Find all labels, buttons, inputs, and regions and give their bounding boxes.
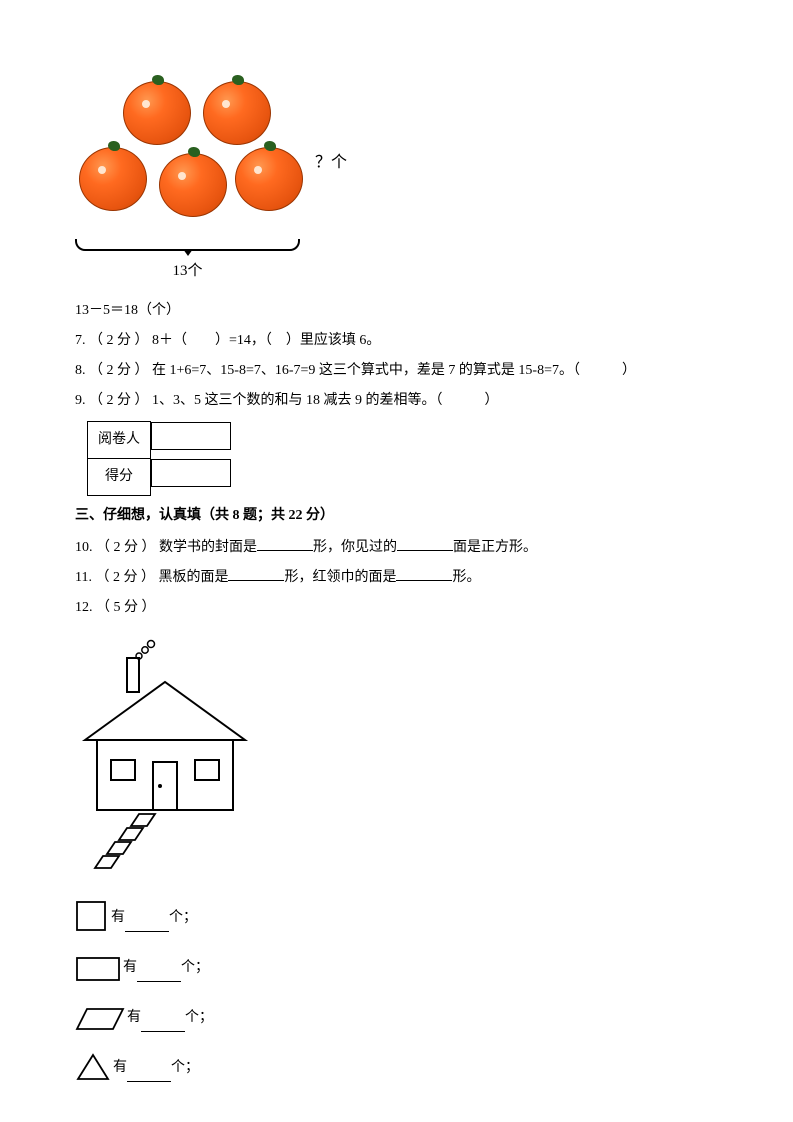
q10-post: 面是正方形。 [453, 540, 537, 555]
table-row: 得分 [88, 459, 232, 496]
orange-3 [79, 147, 147, 211]
square-icon [75, 900, 109, 932]
section-3-heading: 三、仔细想，认真填（共 8 题；共 22 分） [75, 502, 718, 530]
shape-row-triangle: 有 个； [75, 1048, 718, 1082]
question-11: 11. （ 2 分 ） 黑板的面是 形，红领巾的面是 形。 [75, 564, 718, 592]
q11-blank1 [228, 567, 284, 581]
brace-container: 13个 [75, 239, 300, 286]
sq-blank [125, 918, 169, 932]
q11-pre: 11. （ 2 分 ） 黑板的面是 [75, 570, 228, 585]
orange-2 [203, 81, 271, 145]
table-row: 阅卷人 [88, 422, 232, 459]
rect-pre: 有 [123, 954, 137, 982]
q10-blank2 [397, 537, 453, 551]
scorer-row2-label: 得分 [88, 459, 151, 496]
tri-post: 个； [171, 1054, 199, 1082]
orange-5 [235, 147, 303, 211]
para-pre: 有 [127, 1004, 141, 1032]
q10-blank1 [257, 537, 313, 551]
brace-label: 13个 [75, 256, 300, 286]
rect-post: 个； [181, 954, 209, 982]
question-7: 7. （ 2 分 ） 8＋（ ）=14，（ ）里应该填 6。 [75, 327, 718, 355]
q10-pre: 10. （ 2 分 ） 数学书的封面是 [75, 540, 257, 555]
q11-blank2 [396, 567, 452, 581]
tri-blank [127, 1068, 171, 1082]
orange-4 [159, 153, 227, 217]
rect-blank [137, 968, 181, 982]
tri-pre: 有 [113, 1054, 127, 1082]
q11-mid: 形，红领巾的面是 [284, 570, 396, 585]
orange-1 [123, 81, 191, 145]
shape-row-square: 有 个； [75, 898, 718, 932]
scorer-table: 阅卷人 得分 [87, 421, 232, 496]
question-12-label: 12. （ 5 分 ） [75, 594, 718, 622]
rectangle-icon [75, 956, 121, 982]
brace [75, 239, 300, 251]
q11-post: 形。 [452, 570, 480, 585]
parallelogram-icon [75, 1006, 125, 1032]
sq-post: 个； [169, 904, 197, 932]
scorer-row2-value [151, 459, 231, 487]
triangle-icon [75, 1052, 111, 1082]
scorer-row1-value [151, 422, 231, 450]
house-figure [75, 634, 255, 869]
question-10: 10. （ 2 分 ） 数学书的封面是 形，你见过的 面是正方形。 [75, 534, 718, 562]
q10-mid: 形，你见过的 [313, 540, 397, 555]
scorer-row1-label: 阅卷人 [88, 422, 151, 459]
para-blank [141, 1018, 185, 1032]
sq-pre: 有 [111, 904, 125, 932]
q6-equation: 13－5＝18（个） [75, 297, 718, 325]
oranges-figure: ？个 13个 [75, 75, 375, 285]
shape-row-parallelogram: 有 个； [75, 998, 718, 1032]
para-post: 个； [185, 1004, 213, 1032]
question-9: 9. （ 2 分 ） 1、3、5 这三个数的和与 18 减去 9 的差相等。（ … [75, 387, 718, 415]
question-count-label: ？个 [315, 147, 347, 179]
question-8: 8. （ 2 分 ） 在 1+6=7、15-8=7、16-7=9 这三个算式中，… [75, 357, 718, 385]
shape-row-rectangle: 有 个； [75, 948, 718, 982]
